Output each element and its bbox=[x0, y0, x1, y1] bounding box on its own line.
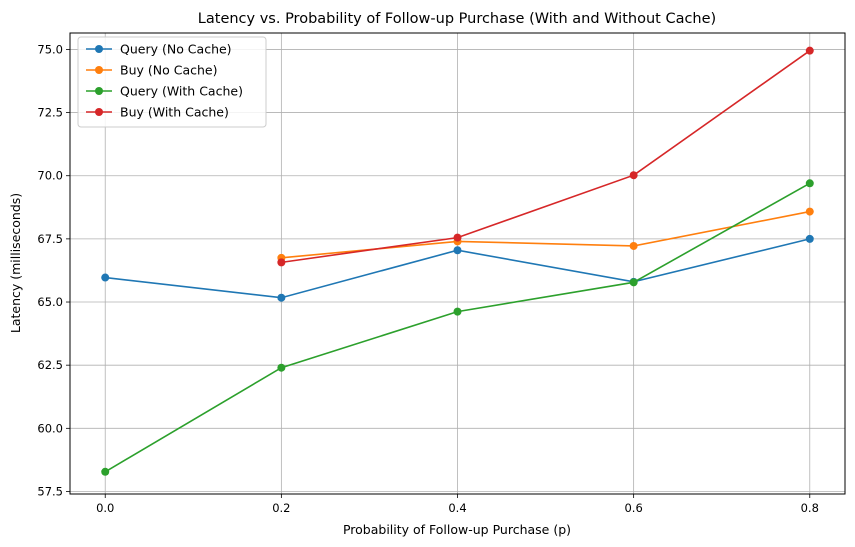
series-3 bbox=[277, 46, 814, 267]
legend-label: Buy (No Cache) bbox=[120, 63, 217, 78]
legend-label: Query (No Cache) bbox=[120, 42, 232, 57]
data-point bbox=[805, 179, 814, 188]
data-point bbox=[277, 258, 286, 267]
y-tick-label: 75.0 bbox=[37, 42, 63, 56]
legend-marker bbox=[95, 66, 103, 74]
y-tick-label: 65.0 bbox=[37, 295, 63, 309]
y-tick-label: 70.0 bbox=[37, 169, 63, 183]
legend-label: Query (With Cache) bbox=[120, 84, 243, 99]
data-point bbox=[453, 307, 462, 316]
legend-item: Query (No Cache) bbox=[86, 42, 232, 57]
x-tick-label: 0.4 bbox=[448, 501, 466, 515]
legend-marker bbox=[95, 87, 103, 95]
x-tick-label: 0.0 bbox=[96, 501, 114, 515]
x-tick-label: 0.2 bbox=[272, 501, 290, 515]
y-tick-label: 62.5 bbox=[37, 358, 63, 372]
data-point bbox=[629, 278, 638, 287]
data-point bbox=[277, 363, 286, 372]
data-point bbox=[101, 467, 110, 476]
data-point bbox=[277, 293, 286, 302]
data-point bbox=[101, 273, 110, 282]
data-point bbox=[805, 234, 814, 243]
data-point bbox=[629, 171, 638, 180]
y-tick-label: 60.0 bbox=[37, 421, 63, 435]
series-line bbox=[281, 50, 811, 264]
legend-item: Buy (With Cache) bbox=[86, 105, 229, 120]
x-tick-label: 0.8 bbox=[801, 501, 819, 515]
series-layer bbox=[101, 46, 814, 476]
x-axis-title: Probability of Follow-up Purchase (p) bbox=[343, 522, 571, 537]
y-axis: 57.5 60.0 62.5 65.0 67.5 70.0 72.5 75.0 bbox=[37, 42, 70, 498]
legend-marker bbox=[95, 45, 103, 53]
series-2 bbox=[101, 179, 814, 476]
data-point bbox=[805, 207, 814, 216]
chart-title: Latency vs. Probability of Follow-up Pur… bbox=[198, 11, 716, 27]
legend-label: Buy (With Cache) bbox=[120, 105, 229, 120]
legend: Query (No Cache) Buy (No Cache) Query (Wit… bbox=[77, 36, 267, 128]
y-tick-label: 57.5 bbox=[37, 484, 63, 498]
data-point bbox=[629, 241, 638, 250]
data-point bbox=[805, 46, 814, 55]
legend-marker bbox=[95, 108, 103, 116]
x-axis: 0.0 0.2 0.4 0.6 0.8 bbox=[96, 494, 819, 515]
y-tick-label: 67.5 bbox=[37, 232, 63, 246]
legend-item: Buy (No Cache) bbox=[86, 63, 217, 78]
y-tick-label: 72.5 bbox=[37, 106, 63, 120]
legend-frame bbox=[77, 36, 267, 128]
y-axis-title: Latency (milliseconds) bbox=[8, 193, 23, 333]
data-point bbox=[453, 233, 462, 242]
legend-item: Query (With Cache) bbox=[86, 84, 243, 99]
data-point bbox=[453, 246, 462, 255]
x-tick-label: 0.6 bbox=[624, 501, 642, 515]
